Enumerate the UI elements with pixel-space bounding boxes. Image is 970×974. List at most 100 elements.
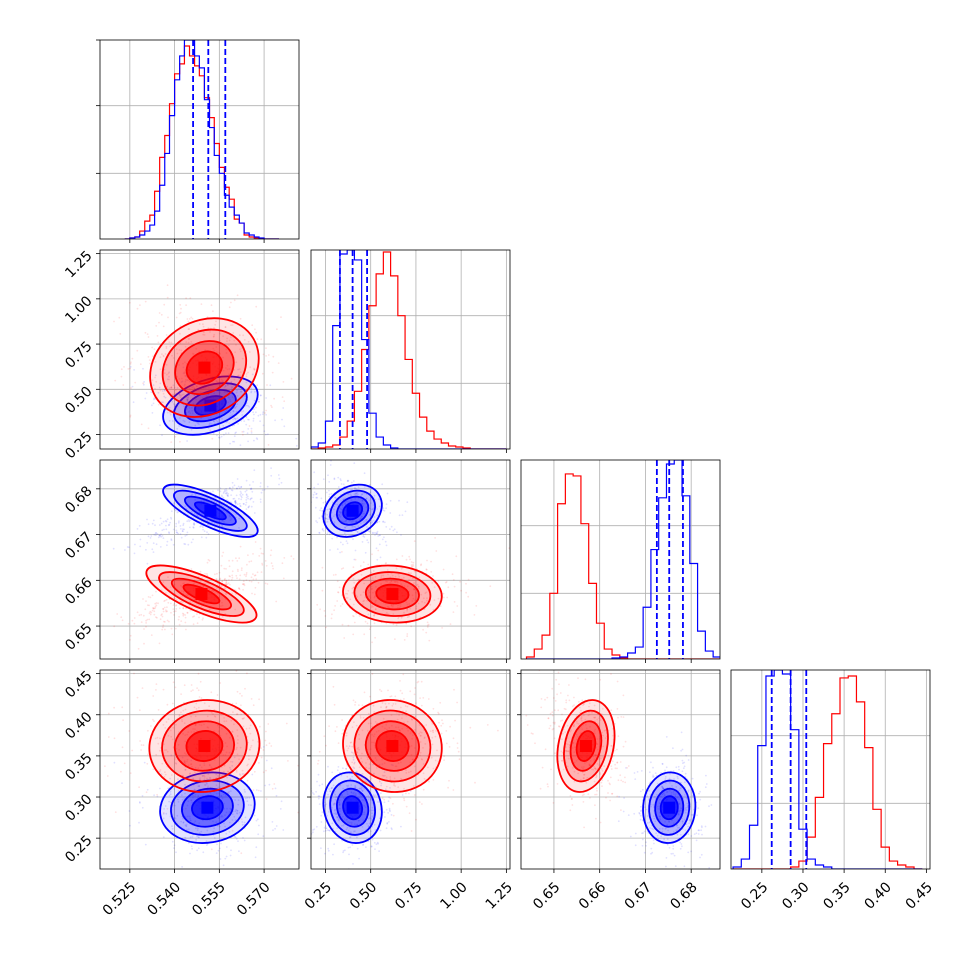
scatter-point <box>453 737 455 739</box>
scatter-point <box>234 435 236 437</box>
scatter-point <box>225 488 227 490</box>
scatter-point <box>265 355 267 357</box>
scatter-point <box>268 354 270 356</box>
scatter-point <box>645 845 647 847</box>
scatter-point <box>402 555 404 557</box>
scatter-point <box>120 771 122 773</box>
scatter-point <box>157 796 159 798</box>
scatter-point <box>261 450 263 452</box>
scatter-point <box>243 580 245 582</box>
scatter-point <box>152 695 154 697</box>
scatter-point <box>161 434 163 436</box>
scatter-point <box>254 575 256 577</box>
scatter-point <box>327 766 329 768</box>
scatter-point <box>252 553 254 555</box>
scatter-point <box>334 478 336 480</box>
scatter-point <box>396 624 398 626</box>
scatter-point <box>313 494 315 496</box>
scatter-point <box>143 615 145 617</box>
scatter-point <box>232 570 234 572</box>
scatter-point <box>159 424 161 426</box>
scatter-point <box>231 575 233 577</box>
scatter-point <box>241 431 243 433</box>
scatter-point <box>255 587 257 589</box>
scatter-point <box>343 483 345 485</box>
scatter-point <box>265 397 267 399</box>
scatter-point <box>389 809 391 811</box>
scatter-panel-content <box>283 663 510 882</box>
scatter-point <box>225 432 227 434</box>
scatter-point <box>154 524 156 526</box>
scatter-point <box>216 852 218 854</box>
scatter-point <box>372 839 374 841</box>
scatter-point <box>305 850 307 852</box>
scatter-point <box>142 598 144 600</box>
scatter-point <box>309 463 311 465</box>
scatter-point <box>341 719 343 721</box>
scatter-point <box>218 850 220 852</box>
scatter-point <box>260 482 262 484</box>
scatter-point <box>667 844 669 846</box>
scatter-point <box>145 622 147 624</box>
scatter-point <box>178 619 180 621</box>
scatter-point <box>357 848 359 850</box>
scatter-point <box>144 608 146 610</box>
scatter-point <box>705 786 707 788</box>
scatter-point <box>175 526 177 528</box>
scatter-point <box>282 829 284 831</box>
scatter-point <box>331 493 333 495</box>
scatter-point <box>683 767 685 769</box>
scatter-point <box>158 537 160 539</box>
scatter-point <box>281 800 283 802</box>
scatter-point <box>682 760 684 762</box>
scatter-point <box>296 445 298 447</box>
scatter-point <box>139 304 141 306</box>
scatter-point <box>701 872 703 874</box>
scatter-point <box>315 497 317 499</box>
scatter-point <box>211 848 213 850</box>
scatter-point <box>251 428 253 430</box>
scatter-point <box>189 527 191 529</box>
scatter-point <box>251 576 253 578</box>
scatter-point <box>187 544 189 546</box>
scatter-point <box>121 376 123 378</box>
scatter-point <box>400 690 402 692</box>
scatter-point <box>687 852 689 854</box>
scatter-point <box>155 591 157 593</box>
scatter-point <box>226 856 228 858</box>
scatter-point <box>382 539 384 541</box>
scatter-point <box>387 690 389 692</box>
scatter-point <box>441 719 443 721</box>
scatter-point <box>272 372 274 374</box>
scatter-point <box>411 561 413 563</box>
scatter-point <box>190 317 192 319</box>
scatter-point <box>164 629 166 631</box>
scatter-point <box>338 742 340 744</box>
scatter-point <box>236 488 238 490</box>
scatter-point <box>159 524 161 526</box>
scatter-point <box>172 608 174 610</box>
scatter-point <box>409 690 411 692</box>
scatter-point <box>130 387 132 389</box>
scatter-point <box>145 626 147 628</box>
scatter-point <box>158 404 160 406</box>
scatter-point <box>228 560 230 562</box>
histogram-red <box>733 676 922 869</box>
scatter-point <box>251 581 253 583</box>
scatter-point <box>406 501 408 503</box>
scatter-point <box>426 569 428 571</box>
scatter-point <box>366 539 368 541</box>
scatter-point <box>307 515 309 517</box>
scatter-point <box>345 768 347 770</box>
scatter-point <box>666 766 668 768</box>
scatter-point <box>391 526 393 528</box>
scatter-point <box>398 500 400 502</box>
panel-frame <box>731 670 930 869</box>
scatter-point <box>318 760 320 762</box>
scatter-point <box>699 857 701 859</box>
scatter-point <box>374 532 376 534</box>
scatter-point <box>122 719 124 721</box>
scatter-point <box>333 609 335 611</box>
scatter-point <box>133 673 135 675</box>
scatter-point <box>260 790 262 792</box>
